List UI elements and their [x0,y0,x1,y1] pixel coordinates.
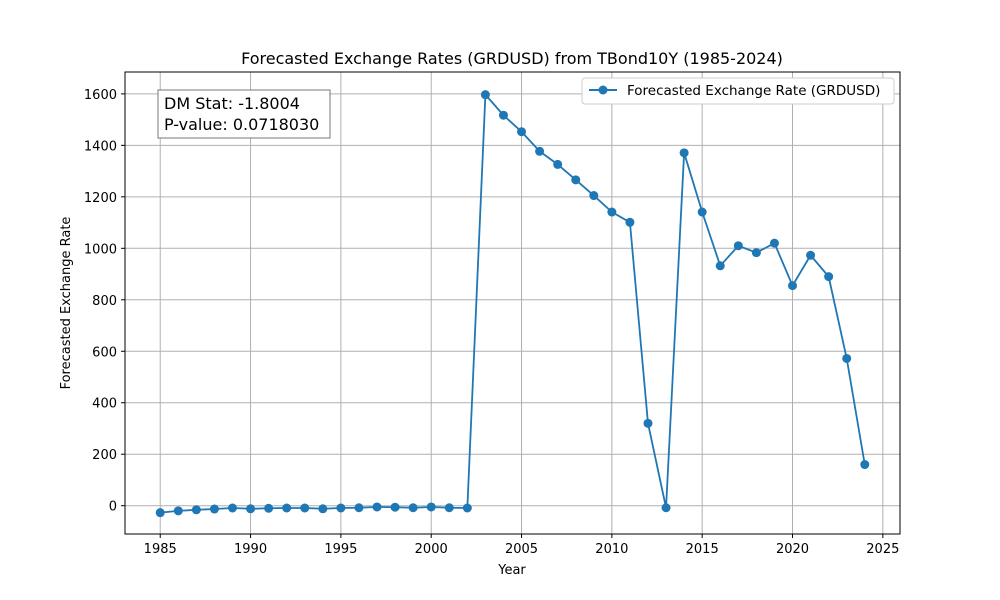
data-point [246,504,256,514]
y-tick-label: 800 [92,294,117,309]
data-point [535,146,545,156]
stats-annotation: DM Stat: -1.8004 P-value: 0.0718030 [157,89,331,139]
data-point [607,207,617,217]
legend-label: Forecasted Exchange Rate (GRDUSD) [627,83,880,99]
x-tick-label: 2000 [415,542,448,557]
data-point [715,261,725,271]
data-point [191,505,201,515]
data-point [788,281,798,291]
data-point [444,503,454,513]
dm-stat-text: DM Stat: -1.8004 [164,94,300,113]
data-point [408,503,418,513]
x-tick-label: 1990 [234,542,267,557]
data-point [155,508,165,518]
y-tick-label: 1400 [84,139,117,154]
y-tick-label: 1200 [84,191,117,206]
data-point [282,503,292,513]
data-point [733,241,743,251]
axis-ticks: 1985 1990 1995 2000 2005 2010 2015 2020 2025 0 200… [84,88,899,557]
y-tick-label: 1000 [84,242,117,257]
data-point [589,191,599,201]
data-point [390,502,400,512]
data-point [679,148,689,158]
data-point [661,503,671,513]
data-point [769,238,779,248]
data-point [173,506,183,516]
plot-frame [124,71,901,535]
stats-box [157,89,331,139]
data-point [842,353,852,363]
data-point [751,248,761,258]
legend-box [581,77,895,105]
x-tick-label: 2005 [505,542,538,557]
data-point [480,90,490,100]
data-point [553,159,563,169]
series-line [160,93,866,514]
grid [125,72,900,534]
chart-title: Forecasted Exchange Rates (GRDUSD) from … [241,49,783,68]
y-tick-label: 600 [92,345,117,360]
x-tick-label: 1995 [324,542,357,557]
data-point [227,503,237,513]
data-point [426,502,436,512]
data-point [697,207,707,217]
x-axis-label: Year [497,563,526,578]
legend-marker-swatch [598,85,608,95]
data-point [372,502,382,512]
data-point [264,503,274,513]
data-point [643,418,653,428]
x-tick-label: 2015 [686,542,719,557]
y-tick-label: 0 [109,500,117,515]
series-layer [155,90,870,518]
data-point [824,272,834,282]
data-point [318,504,328,514]
x-tick-label: 2010 [595,542,628,557]
y-tick-label: 1600 [84,88,117,103]
data-point [860,460,870,470]
data-point [209,504,219,514]
data-point [517,127,527,137]
y-axis-label: Forecasted Exchange Rate [59,217,74,390]
data-point [625,217,635,227]
data-point [806,250,816,260]
x-tick-label: 1985 [144,542,177,557]
p-value-text: P-value: 0.0718030 [164,115,319,134]
data-point [336,503,346,513]
data-point [354,503,364,513]
legend: Forecasted Exchange Rate (GRDUSD) [581,77,895,105]
y-tick-label: 200 [92,448,117,463]
y-tick-label: 400 [92,397,117,412]
data-point [498,110,508,120]
data-point [462,503,472,513]
x-tick-label: 2025 [866,542,899,557]
x-tick-label: 2020 [776,542,809,557]
data-point [300,503,310,513]
data-point [571,175,581,185]
